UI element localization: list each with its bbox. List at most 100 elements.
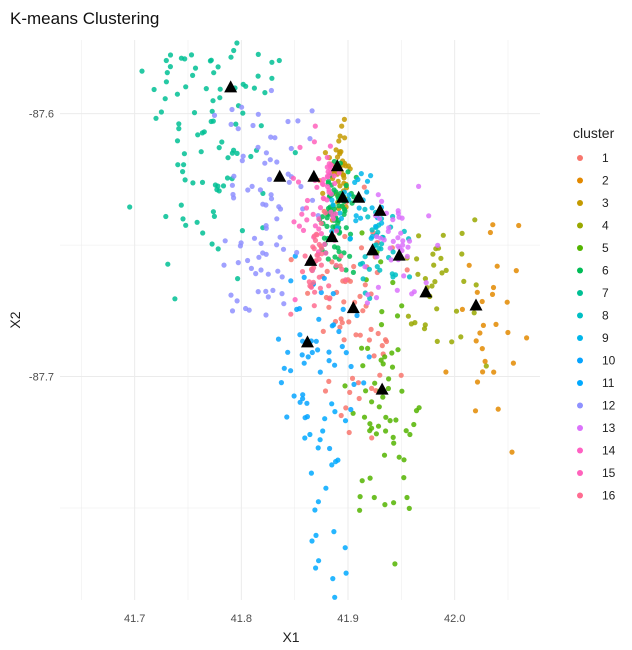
legend-swatch-12: [577, 402, 583, 409]
cluster-7-point: [153, 115, 159, 121]
cluster-6-point: [336, 249, 342, 255]
cluster-11-point: [312, 507, 318, 513]
cluster-1-point: [368, 326, 374, 332]
cluster-6-point: [325, 178, 331, 184]
cluster-5-point: [382, 354, 388, 360]
cluster-5-point: [396, 454, 402, 460]
cluster-5-point: [381, 452, 388, 458]
cluster-5-point: [359, 230, 365, 236]
cluster-5-point: [395, 347, 401, 353]
cluster-7-point: [163, 213, 169, 220]
cluster-7-point: [127, 204, 133, 210]
cluster-5-point: [350, 410, 356, 416]
cluster-12-point: [255, 111, 261, 117]
cluster-7-point: [180, 169, 186, 175]
cluster-16-point: [312, 237, 319, 243]
cluster-1-point: [369, 435, 375, 441]
cluster-15-point: [312, 123, 318, 129]
cluster-7-point: [174, 138, 181, 144]
cluster-4-point: [432, 279, 438, 285]
cluster-12-point: [274, 242, 280, 248]
cluster-9-point: [373, 223, 379, 230]
cluster-12-point: [229, 308, 236, 314]
cluster-1-point: [398, 372, 404, 378]
cluster-12-point: [237, 243, 243, 249]
cluster-13-point: [385, 228, 391, 234]
cluster-1-point: [351, 263, 357, 270]
cluster-1-point: [371, 353, 377, 359]
cluster-7-point: [209, 241, 215, 247]
cluster-16-point: [326, 296, 333, 302]
cluster-3-point: [336, 138, 342, 144]
cluster-5-point: [380, 361, 386, 367]
cluster-15-point: [318, 231, 324, 237]
legend-label-6: 6: [602, 264, 609, 278]
cluster-12-point: [250, 122, 256, 129]
cluster-7-point: [210, 209, 216, 215]
cluster-7-point: [174, 91, 180, 97]
legend-label-1: 1: [602, 151, 609, 165]
cluster-4-point: [461, 278, 467, 284]
cluster-7-point: [292, 150, 298, 156]
grid: [60, 40, 540, 600]
cluster-7-point: [162, 96, 168, 102]
cluster-10-point: [299, 352, 305, 358]
cluster-12-point: [263, 150, 269, 156]
legend-swatch-14: [577, 447, 583, 454]
cluster-7-point: [195, 132, 201, 138]
cluster-10-point: [305, 354, 311, 360]
legend-swatch-13: [577, 425, 583, 431]
cluster-9-point: [337, 210, 343, 216]
cluster-16-point: [310, 244, 316, 250]
cluster-6-point: [343, 267, 349, 273]
cluster-12-point: [266, 176, 273, 182]
cluster-5-point: [411, 421, 417, 428]
cluster-8-point: [369, 227, 375, 233]
legend-swatch-4: [577, 222, 583, 229]
cluster-7-point: [164, 70, 170, 76]
cluster-12-point: [295, 118, 301, 124]
cluster-7-point: [210, 118, 216, 124]
cluster-7-point: [217, 95, 223, 101]
cluster-2-point: [479, 298, 485, 305]
y-tick-label: -87.6: [29, 109, 54, 121]
cluster-4-point: [430, 251, 436, 257]
cluster-5-point: [385, 385, 391, 392]
cluster-12-point: [309, 108, 315, 114]
cluster-5-point: [359, 478, 365, 484]
cluster-1-point: [366, 337, 372, 343]
cluster-13-point: [362, 264, 368, 270]
cluster-12-point: [274, 159, 280, 165]
cluster-12-point: [256, 254, 262, 260]
cluster-5-point: [394, 313, 401, 319]
cluster-8-point: [366, 266, 372, 272]
cluster-8-point: [375, 229, 381, 235]
cluster-1-point: [353, 332, 359, 338]
cluster-5-point: [360, 363, 366, 369]
cluster-16-point: [319, 245, 325, 251]
cluster-2-point: [510, 360, 516, 366]
legend-label-4: 4: [602, 219, 609, 233]
cluster-5-point: [357, 507, 363, 513]
cluster-16-point: [299, 269, 306, 275]
cluster-16-point: [343, 277, 349, 283]
legend-label-10: 10: [602, 354, 616, 368]
cluster-6-point: [331, 244, 338, 250]
cluster-5-point: [389, 364, 396, 370]
cluster-13-point: [400, 242, 406, 248]
cluster-16-point: [319, 251, 325, 257]
cluster-4-point: [438, 255, 444, 261]
cluster-1-point: [383, 338, 390, 345]
cluster-12-point: [248, 265, 254, 271]
cluster-3-point: [337, 149, 343, 155]
cluster-11-point: [342, 545, 348, 551]
cluster-10-point: [315, 347, 321, 353]
cluster-12-point: [253, 271, 259, 277]
cluster-7-point: [151, 86, 157, 93]
cluster-7-point: [234, 150, 240, 156]
cluster-1-point: [357, 293, 363, 299]
cluster-9-point: [329, 197, 335, 203]
cluster-13-point: [405, 244, 411, 250]
legend-label-2: 2: [602, 174, 609, 188]
cluster-14-point: [333, 211, 339, 217]
